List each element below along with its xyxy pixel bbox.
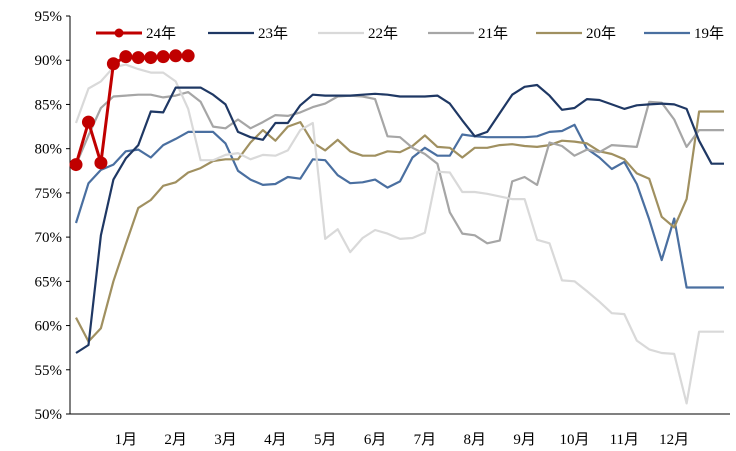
data-point <box>94 156 108 170</box>
chart-axes <box>69 16 730 415</box>
data-point <box>81 115 95 129</box>
data-point <box>69 158 83 172</box>
x-tick-label: 7月 <box>414 432 437 448</box>
data-point <box>131 51 145 65</box>
legend-item-21: 21年 <box>428 25 508 42</box>
legend-item-24: 24年 <box>96 25 176 42</box>
chart-legend: 24年 23年 22年 21年 20年 19年 <box>96 25 724 42</box>
series-line-23 <box>75 83 724 354</box>
data-point <box>169 49 183 63</box>
y-tick-label: 75% <box>35 186 63 202</box>
x-tick-label: 3月 <box>214 432 237 448</box>
x-tick-label: 9月 <box>513 432 536 448</box>
data-point <box>156 50 170 64</box>
x-tick-label: 10月 <box>559 432 589 448</box>
legend-label: 22年 <box>368 25 398 42</box>
y-tick-label: 90% <box>35 53 63 69</box>
series-line-21 <box>74 90 724 245</box>
series-line-19 <box>74 123 724 289</box>
legend-item-20: 20年 <box>536 25 616 42</box>
y-tick-label: 60% <box>35 319 63 335</box>
y-tick-label: 70% <box>35 230 63 246</box>
legend-item-23: 23年 <box>208 25 288 42</box>
y-tick-label: 65% <box>35 274 63 290</box>
data-point <box>181 49 195 63</box>
legend-label: 21年 <box>478 25 508 42</box>
y-tick-label: 80% <box>35 142 63 158</box>
series-line-24 <box>74 54 189 166</box>
legend-marker <box>114 28 124 38</box>
y-tick-label: 85% <box>35 97 63 113</box>
x-axis-ticks: 1月 2月 3月 4月 5月 6月 7月 8月 9月 10月 11月 12月 <box>115 432 690 448</box>
y-axis-ticks: 50% 55% 60% 65% 70% 75% 80% 85% 90% 95% <box>35 9 70 423</box>
legend-label: 24年 <box>146 25 176 42</box>
y-tick-label: 95% <box>35 9 63 25</box>
data-point <box>144 51 158 65</box>
y-tick-label: 50% <box>35 407 63 423</box>
x-tick-label: 12月 <box>659 432 689 448</box>
x-tick-label: 5月 <box>314 432 337 448</box>
x-tick-label: 1月 <box>115 432 138 448</box>
legend-item-19: 19年 <box>644 25 724 42</box>
data-point <box>106 57 120 71</box>
y-tick-label: 55% <box>35 363 63 379</box>
series-line-22 <box>74 63 724 405</box>
x-tick-label: 6月 <box>364 432 387 448</box>
series-lines <box>69 49 724 405</box>
legend-label: 19年 <box>694 25 724 42</box>
x-tick-label: 2月 <box>164 432 187 448</box>
data-point <box>119 50 133 64</box>
x-tick-label: 8月 <box>464 432 487 448</box>
legend-label: 23年 <box>258 25 288 42</box>
legend-label: 20年 <box>586 25 616 42</box>
legend-item-22: 22年 <box>318 25 398 42</box>
x-tick-label: 4月 <box>264 432 287 448</box>
series-line-20 <box>75 110 724 343</box>
x-tick-label: 11月 <box>610 432 639 448</box>
